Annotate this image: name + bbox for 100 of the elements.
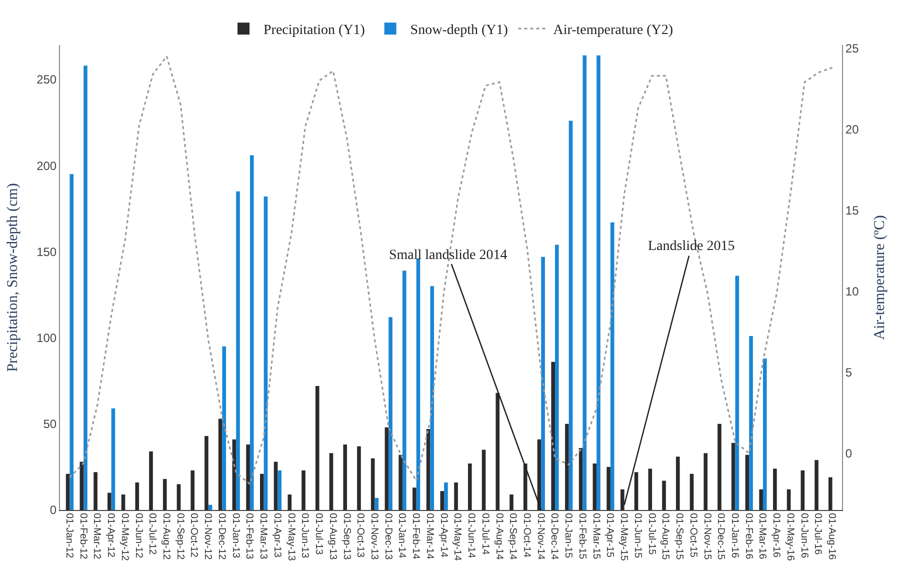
x-tick-label: 01-Jun-15 xyxy=(632,513,643,558)
x-tick-label: 01-May-13 xyxy=(285,513,296,562)
bar xyxy=(551,362,555,510)
x-tick-label: 01-Apr-16 xyxy=(770,513,782,558)
x-tick-label: 01-Sep-13 xyxy=(340,513,352,560)
bar xyxy=(676,456,680,510)
bar xyxy=(596,55,600,510)
x-tick-label: 01-Jun-14 xyxy=(466,513,477,558)
bar xyxy=(250,155,254,510)
bar xyxy=(718,424,722,510)
y-tick-label: 250 xyxy=(36,72,57,87)
x-tick-label: 01-Mar-14 xyxy=(424,513,435,560)
x-tick-label: 01-May-14 xyxy=(452,513,463,562)
bar xyxy=(444,482,448,510)
legend-label: Snow-depth (Y1) xyxy=(410,23,508,38)
bar xyxy=(648,468,652,510)
bar xyxy=(370,458,375,510)
bar xyxy=(218,418,222,510)
x-tick-label: 01-Mar-16 xyxy=(756,513,768,560)
x-tick-label: 01-May-12 xyxy=(118,513,130,562)
x-tick-label: 01-Sep-12 xyxy=(174,513,186,560)
line-series xyxy=(68,56,834,485)
x-tick-label: 01-Jan-16 xyxy=(728,513,740,558)
x-tick-label: 01-Jun-12 xyxy=(132,513,144,558)
bar xyxy=(554,244,559,510)
bar xyxy=(288,494,292,510)
bar xyxy=(412,488,416,510)
y2-axis-title: Air-temperature (ºC) xyxy=(872,215,888,340)
bar xyxy=(440,491,444,510)
bar xyxy=(662,480,666,510)
annotation: Small landslide 2014 xyxy=(389,248,508,263)
y2-tick-label: 15 xyxy=(845,203,860,218)
x-tick-label: 01-Dec-13 xyxy=(382,513,394,560)
bar xyxy=(278,470,282,510)
annotation: Landslide 2015 xyxy=(648,239,735,254)
x-tick-label: 01-Jul-15 xyxy=(646,513,657,556)
bar xyxy=(704,453,708,510)
x-tick-label: 01-Nov-14 xyxy=(534,513,546,560)
legend-label: Air-temperature (Y2) xyxy=(553,23,674,38)
x-tick-label: 01-Jul-14 xyxy=(479,513,490,556)
x-tick-label: 01-Dec-12 xyxy=(216,513,227,560)
bar xyxy=(384,427,389,510)
x-tick-label: 01-Aug-14 xyxy=(493,513,504,560)
y-tick-label: 150 xyxy=(36,244,57,259)
y2-tick-label: 10 xyxy=(845,284,860,298)
bar xyxy=(592,464,597,510)
bar xyxy=(762,358,767,510)
bar xyxy=(606,466,610,510)
x-tick-label: 01-Mar-13 xyxy=(258,513,269,560)
x-tick-label: 01-Nov-12 xyxy=(202,513,214,560)
bar xyxy=(121,494,126,510)
x-tick-label: 01-Apr-12 xyxy=(105,513,116,558)
x-tick-label: 01-May-15 xyxy=(618,513,630,562)
bar xyxy=(541,256,545,510)
bar xyxy=(482,450,486,510)
x-tick-label: 01-Jan-14 xyxy=(396,513,408,558)
bar xyxy=(402,270,406,510)
x-tick-label: 01-Dec-15 xyxy=(715,513,726,560)
bar xyxy=(430,286,434,510)
x-tick-label: 01-May-16 xyxy=(784,513,796,562)
bar xyxy=(236,191,240,510)
x-tick-label: 01-Sep-15 xyxy=(674,513,685,560)
bar xyxy=(582,55,587,510)
bar xyxy=(568,120,573,510)
bar xyxy=(84,66,88,510)
legend-label: Precipitation (Y1) xyxy=(264,23,366,38)
y-tick-label: 200 xyxy=(36,158,57,173)
bar xyxy=(264,196,268,510)
bar xyxy=(176,484,181,510)
x-tick-label: 01-Nov-13 xyxy=(368,513,380,560)
bar xyxy=(111,408,116,510)
x-tick-label: 01-Aug-12 xyxy=(160,513,172,560)
bar xyxy=(260,474,264,510)
y2-tick-label: 20 xyxy=(845,122,860,136)
bar xyxy=(204,436,208,510)
x-tick-label: 01-Aug-13 xyxy=(326,513,338,560)
x-tick-label: 01-Feb-16 xyxy=(742,513,754,560)
x-tick-label: 01-Apr-14 xyxy=(438,513,449,558)
bar xyxy=(749,336,753,510)
bar xyxy=(343,444,348,510)
y-tick-label: 100 xyxy=(36,330,57,345)
x-tick-label: 01-Oct-15 xyxy=(687,513,698,558)
bar xyxy=(510,494,514,510)
x-tick-label: 01-Feb-14 xyxy=(410,513,422,560)
bar xyxy=(814,460,818,510)
x-tick-label: 01-Dec-14 xyxy=(548,513,560,560)
x-tick-label: 01-Oct-13 xyxy=(354,513,366,558)
y-tick-label: 50 xyxy=(43,417,57,432)
bar xyxy=(800,470,805,510)
bar xyxy=(578,448,583,510)
bar xyxy=(107,492,112,510)
x-tick-label: 01-Mar-15 xyxy=(590,513,602,560)
x-tick-label: 01-Jun-16 xyxy=(798,513,810,558)
bar xyxy=(416,258,420,510)
bar xyxy=(357,446,361,510)
bar xyxy=(162,479,167,510)
x-tick-label: 01-Feb-13 xyxy=(244,513,255,560)
bar xyxy=(745,454,750,510)
x-tick-label: 01-Apr-13 xyxy=(271,513,282,558)
x-tick-label: 01-Jul-16 xyxy=(812,513,824,556)
